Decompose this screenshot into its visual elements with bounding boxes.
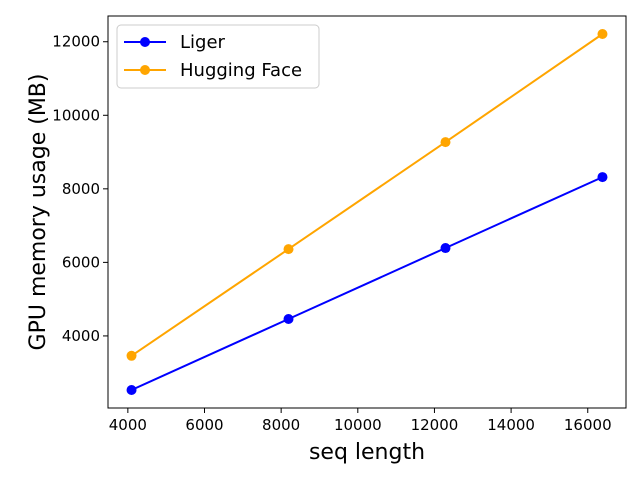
x-tick-label-14000: 14000 (487, 416, 535, 434)
data-point-liger-12288 (440, 243, 451, 254)
legend-box (116, 24, 320, 89)
data-point-liger-8192 (283, 314, 294, 325)
x-tick-label-4000: 4000 (109, 416, 147, 434)
data-point-hugging-face-12288 (440, 137, 451, 148)
series-layer (126, 29, 608, 395)
x-tick-label-6000: 6000 (185, 416, 223, 434)
x-tick-label-16000: 16000 (564, 416, 612, 434)
x-tick-label-8000: 8000 (262, 416, 300, 434)
legend-label-hugging-face: Hugging Face (180, 60, 302, 81)
data-point-hugging-face-8192 (283, 244, 294, 255)
y-tick-label-6000: 6000 (62, 253, 100, 271)
y-tick-label-8000: 8000 (62, 180, 100, 198)
legend-marker-liger (140, 37, 150, 47)
y-axis: 4000 6000 8000 10000 12000 (52, 33, 108, 345)
x-axis: 4000 6000 8000 10000 12000 14000 16000 (109, 408, 612, 434)
y-tick-label-12000: 12000 (52, 33, 100, 51)
data-point-hugging-face-4096 (126, 350, 137, 361)
plot-frame (107, 15, 627, 409)
data-point-liger-16384 (597, 172, 608, 183)
y-axis-label: GPU memory usage (MB) (26, 74, 51, 351)
series-line-liger (131, 176, 603, 391)
x-tick-label-10000: 10000 (334, 416, 382, 434)
data-point-liger-4096 (126, 384, 137, 395)
legend-marker-hugging-face (140, 65, 150, 75)
data-point-hugging-face-16384 (597, 29, 608, 40)
legend-label-liger: Liger (180, 32, 226, 53)
series-line-hugging-face (130, 33, 604, 357)
y-tick-label-4000: 4000 (62, 327, 100, 345)
y-tick-label-10000: 10000 (52, 106, 100, 124)
legend: Liger Hugging Face (116, 24, 320, 89)
x-tick-label-12000: 12000 (411, 416, 459, 434)
x-axis-label: seq length (309, 440, 425, 465)
